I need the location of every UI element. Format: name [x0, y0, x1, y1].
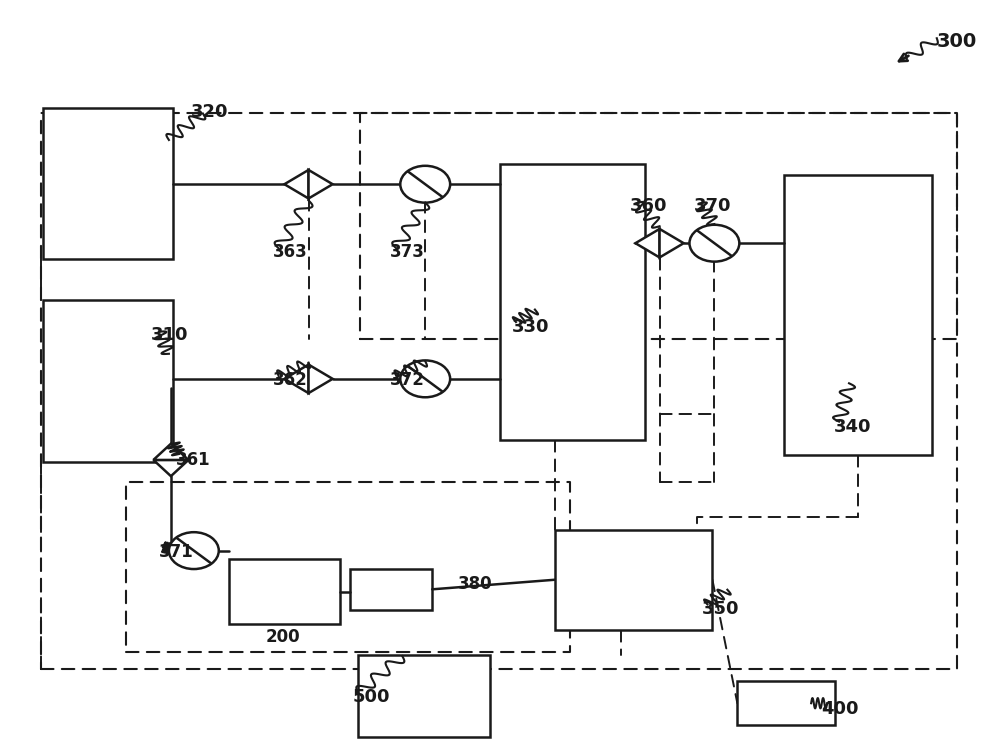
Polygon shape	[153, 460, 188, 476]
Polygon shape	[660, 229, 684, 258]
Text: 300: 300	[937, 33, 977, 51]
Text: 340: 340	[834, 418, 872, 436]
Polygon shape	[153, 444, 188, 460]
Polygon shape	[309, 365, 333, 393]
Bar	[500, 164, 645, 440]
Text: 320: 320	[191, 103, 228, 121]
Circle shape	[689, 225, 739, 262]
Text: 400: 400	[821, 700, 859, 719]
Text: 372: 372	[390, 371, 425, 389]
Bar	[737, 681, 835, 725]
Text: 362: 362	[273, 371, 307, 389]
Bar	[43, 108, 173, 260]
Bar	[229, 559, 340, 625]
Text: 380: 380	[458, 575, 493, 593]
Text: 350: 350	[701, 600, 739, 618]
Text: 363: 363	[273, 243, 307, 261]
Polygon shape	[635, 229, 660, 258]
Text: 500: 500	[352, 688, 390, 707]
Text: 373: 373	[390, 243, 425, 261]
Text: 371: 371	[159, 543, 194, 561]
Polygon shape	[284, 170, 309, 198]
Polygon shape	[309, 170, 333, 198]
Text: 360: 360	[630, 197, 667, 215]
Text: 361: 361	[176, 451, 211, 469]
Bar	[358, 655, 490, 737]
Circle shape	[400, 166, 450, 203]
Bar	[43, 300, 173, 462]
Bar	[784, 175, 932, 455]
Text: 370: 370	[693, 197, 731, 215]
Bar	[350, 569, 432, 610]
Bar	[555, 530, 712, 630]
Polygon shape	[284, 365, 309, 393]
Circle shape	[169, 532, 219, 569]
Circle shape	[400, 360, 450, 397]
Text: 200: 200	[266, 628, 300, 646]
Text: 330: 330	[512, 318, 549, 337]
Text: 310: 310	[151, 326, 188, 344]
